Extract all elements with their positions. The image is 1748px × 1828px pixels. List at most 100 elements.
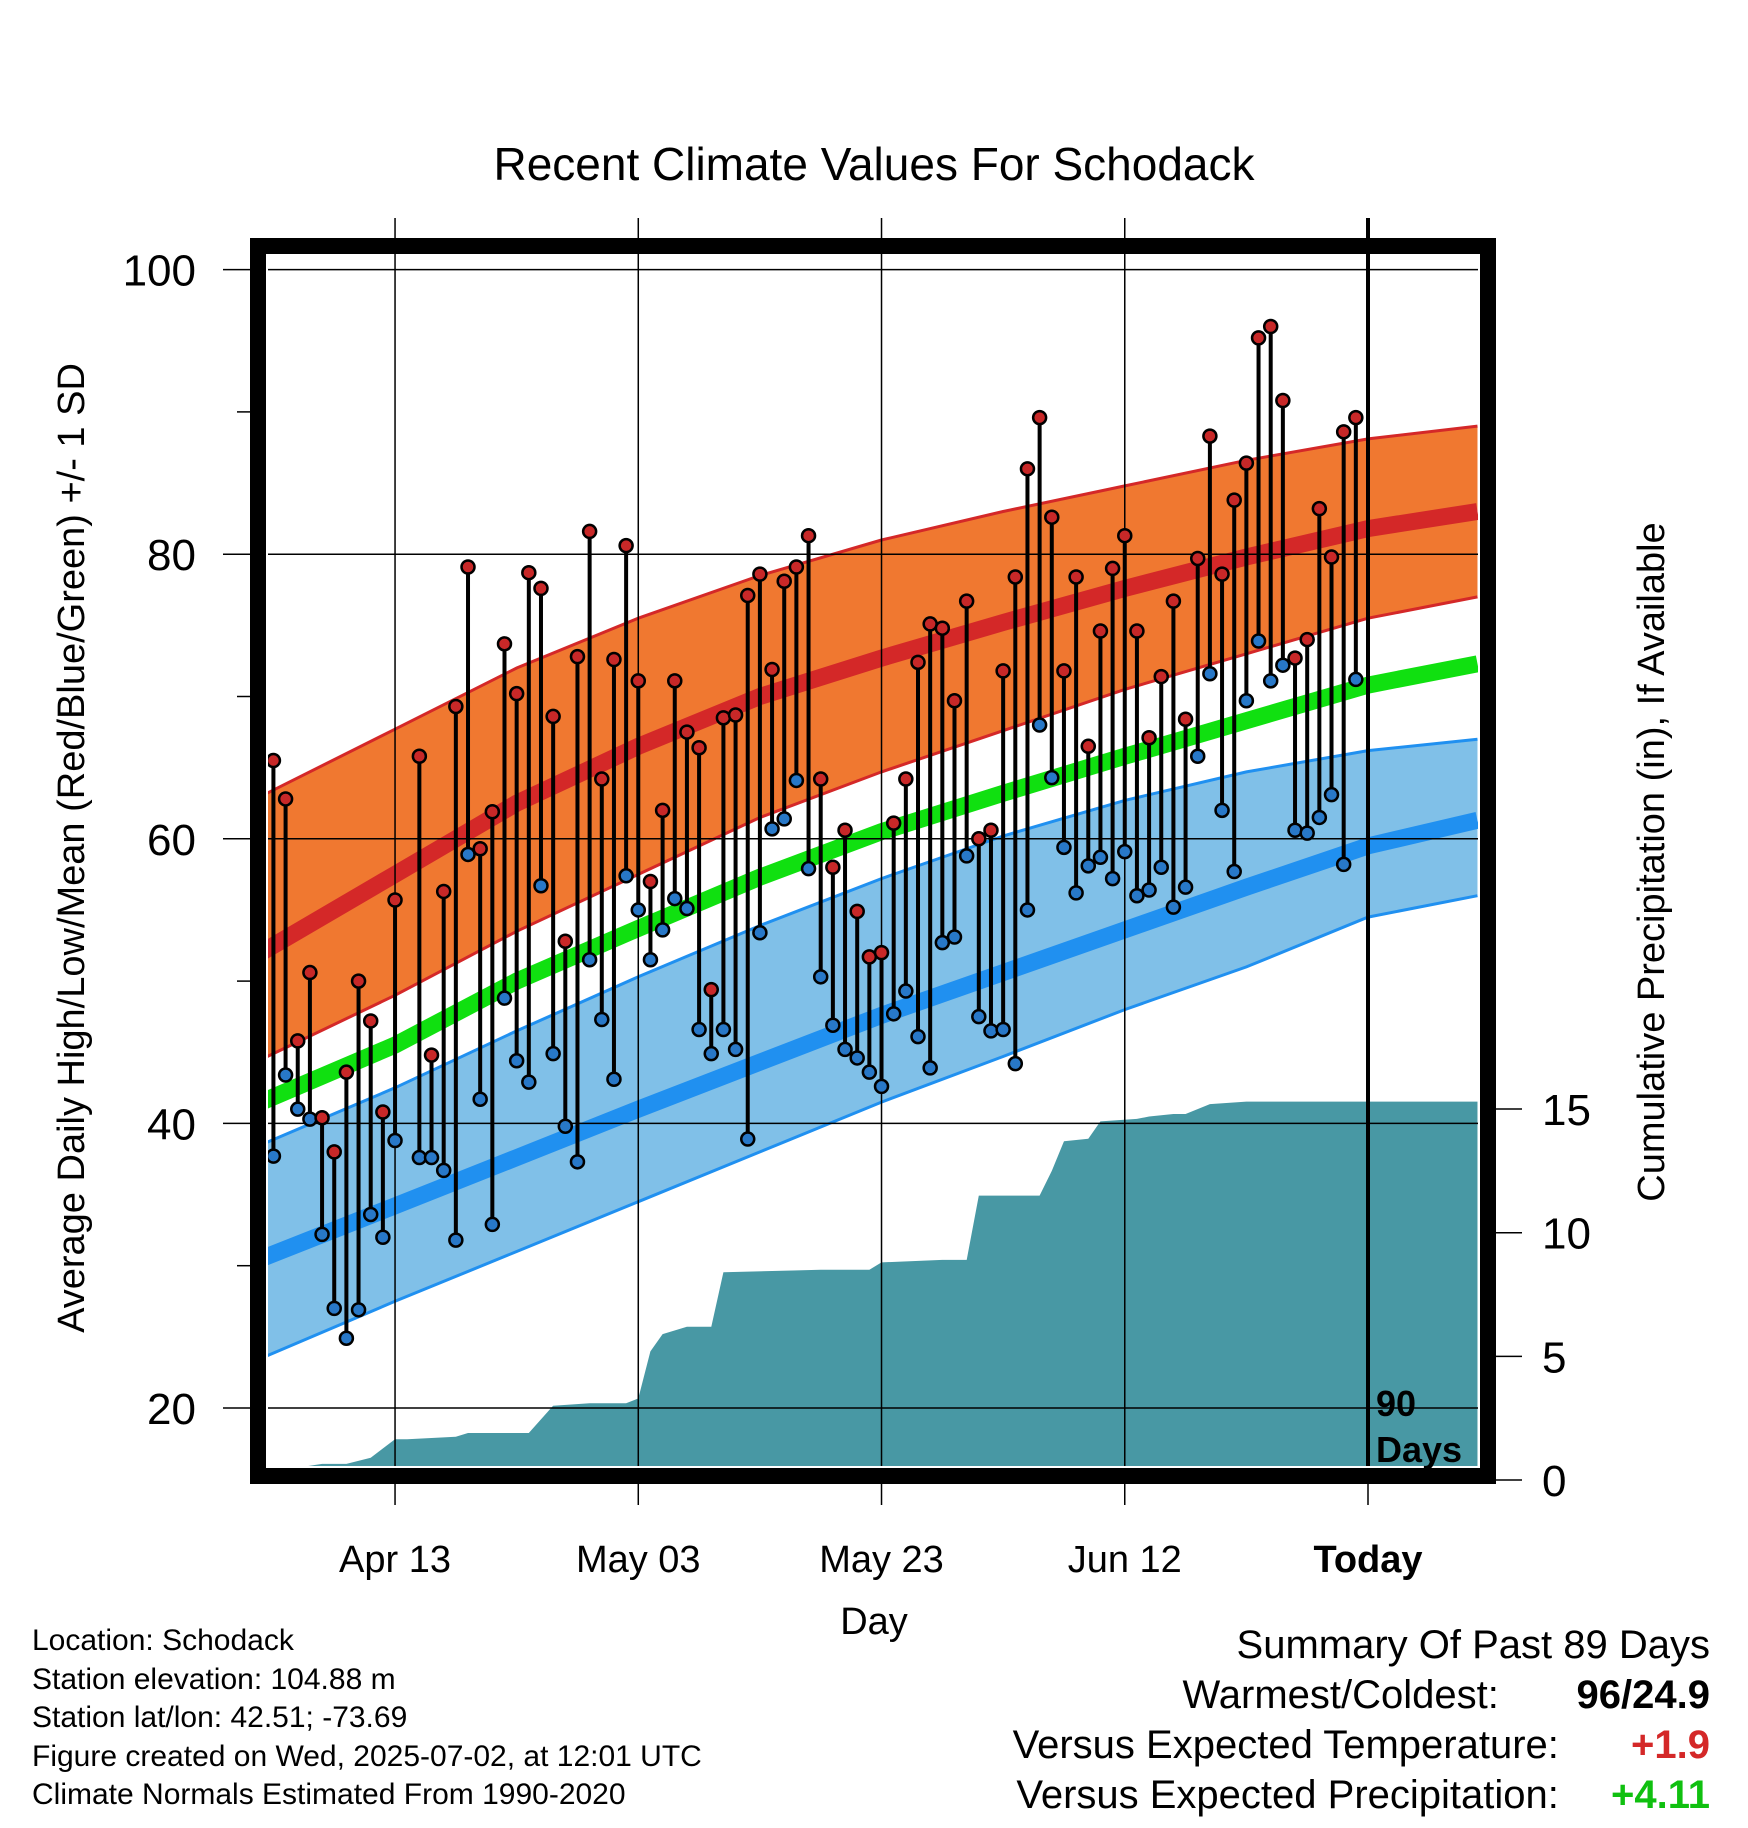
warmest-value: 96 (1576, 1673, 1622, 1717)
obs-high-point (873, 944, 890, 961)
y-tick-label: 100 (123, 247, 196, 296)
obs-high-point (1092, 623, 1109, 639)
y-tick-label: 80 (147, 531, 196, 580)
obs-high-point (1117, 527, 1133, 544)
obs-high-point (946, 693, 963, 709)
obs-low-point (448, 1232, 464, 1248)
obs-low-point (1226, 863, 1242, 880)
obs-high-point (825, 859, 841, 876)
summary-precip-row: Versus Expected Precipitation: +4.11 (1013, 1770, 1710, 1820)
obs-high-point (533, 580, 549, 597)
obs-low-point (581, 952, 598, 968)
obs-low-point (1080, 858, 1097, 874)
obs-low-point (569, 1154, 586, 1170)
obs-high-point (1323, 549, 1340, 565)
obs-high-point (484, 804, 501, 820)
y-tick-label: 40 (147, 1100, 196, 1149)
obs-low-point (268, 1148, 282, 1164)
obs-high-point (594, 771, 610, 787)
obs-low-point (922, 1060, 938, 1076)
obs-low-point (1056, 839, 1072, 856)
obs-high-point (1068, 569, 1084, 585)
obs-high-point (788, 559, 805, 575)
y2-tick-label: 0 (1542, 1457, 1566, 1506)
obs-low-point (1189, 748, 1206, 765)
obs-high-point (1287, 650, 1303, 666)
obs-low-point (837, 1041, 853, 1058)
obs-low-point (1129, 887, 1145, 904)
obs-low-point (1299, 825, 1315, 841)
obs-low-point (277, 1067, 294, 1083)
obs-low-point (1335, 856, 1352, 873)
obs-high-point (995, 663, 1011, 679)
obs-low-point (1177, 879, 1194, 895)
obs-high-point (606, 651, 622, 668)
summary-warmest-row: Warmest/Coldest: 96/24.9 (1013, 1670, 1711, 1720)
obs-high-point (1153, 668, 1169, 685)
obs-low-point (788, 772, 805, 789)
obs-low-point (521, 1074, 537, 1090)
obs-high-point (958, 593, 975, 609)
obs-high-point (508, 685, 525, 702)
obs-low-point (545, 1045, 561, 1062)
obs-high-point (618, 537, 634, 554)
obs-high-point (521, 564, 537, 581)
obs-high-point (910, 654, 926, 671)
obs-high-point (1129, 623, 1145, 639)
obs-low-point (630, 902, 647, 918)
obs-high-point (971, 831, 987, 847)
warmest-label: Warmest/Coldest: (1182, 1673, 1499, 1717)
obs-low-point (1007, 1055, 1024, 1072)
obs-low-point (1348, 671, 1364, 688)
obs-high-point (569, 648, 586, 665)
obs-high-point (691, 739, 707, 756)
obs-low-point (1262, 673, 1279, 689)
y2-tick-label: 15 (1542, 1086, 1591, 1135)
obs-low-point (1104, 870, 1121, 887)
obs-low-point (812, 969, 829, 985)
obs-low-point (508, 1053, 525, 1069)
obs-low-point (289, 1101, 306, 1117)
obs-high-point (1189, 550, 1206, 567)
warmest-coldest-value: 96/24.9 (1576, 1673, 1710, 1717)
x-tick-label: May 03 (576, 1539, 701, 1581)
obs-high-point (654, 802, 671, 819)
coldest-value: 24.9 (1632, 1673, 1710, 1717)
obs-high-point (1177, 711, 1194, 728)
obs-low-point (1044, 769, 1060, 786)
obs-low-point (314, 1226, 330, 1243)
obs-high-point (715, 710, 732, 726)
obs-high-point (1080, 738, 1097, 755)
obs-low-point (691, 1021, 707, 1038)
obs-low-point (739, 1131, 756, 1147)
obs-low-point (727, 1041, 744, 1058)
obs-high-point (703, 981, 720, 998)
obs-high-point (849, 903, 865, 920)
obs-low-point (776, 811, 792, 827)
x-tick-label: May 23 (819, 1539, 944, 1581)
obs-high-point (812, 771, 829, 787)
obs-high-point (983, 822, 999, 839)
obs-high-point (630, 673, 647, 689)
obs-high-point (350, 973, 367, 989)
obs-high-point (667, 673, 683, 689)
obs-high-point (423, 1047, 440, 1063)
obs-low-point (1202, 665, 1218, 682)
obs-high-point (1238, 455, 1255, 471)
obs-low-point (1117, 843, 1133, 860)
obs-low-point (715, 1021, 732, 1038)
obs-low-point (594, 1011, 610, 1028)
obs-low-point (557, 1118, 574, 1134)
obs-low-point (338, 1330, 355, 1347)
plot-frame (250, 238, 1496, 1484)
obs-low-point (1238, 693, 1255, 709)
obs-low-point (1153, 859, 1169, 876)
obs-low-point (350, 1302, 367, 1318)
obs-high-point (752, 566, 768, 582)
y-axis-label: Average Daily High/Low/Mean (Red/Blue/Gr… (51, 363, 93, 1333)
obs-low-point (898, 983, 914, 999)
obs-low-point (1250, 633, 1267, 649)
obs-low-point (825, 1017, 841, 1033)
summary-panel: Summary Of Past 89 Days Warmest/Coldest:… (1013, 1620, 1710, 1820)
y2-axis-label: Cumulative Precipitation (in), If Availa… (1631, 522, 1673, 1201)
